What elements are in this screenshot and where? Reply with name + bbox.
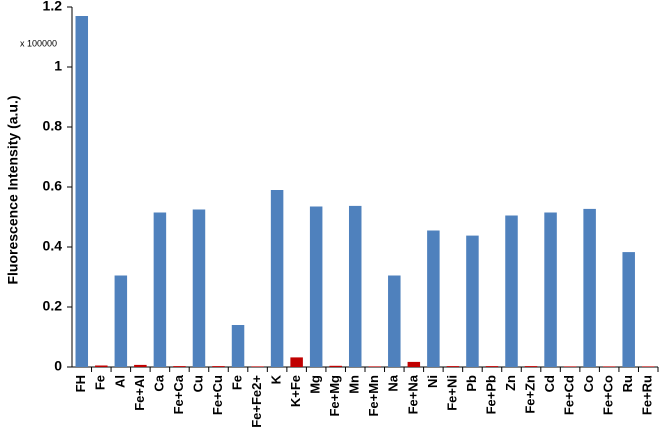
x-tick-label: Mg bbox=[308, 375, 323, 394]
bar bbox=[173, 366, 186, 367]
y-tick-label: 0.4 bbox=[43, 238, 63, 254]
bar bbox=[388, 275, 401, 367]
x-tick-label: K bbox=[269, 374, 284, 384]
y-tick-label: 0.8 bbox=[43, 118, 63, 134]
x-tick-label: Fe+Zn bbox=[522, 375, 537, 414]
x-tick-label: Ca bbox=[151, 374, 166, 391]
bar bbox=[368, 366, 382, 367]
x-tick-label: Na bbox=[386, 374, 401, 391]
bar bbox=[602, 366, 616, 367]
bar bbox=[251, 366, 264, 367]
x-tick-label: Ni bbox=[425, 375, 440, 388]
bar bbox=[622, 252, 635, 367]
bar bbox=[212, 366, 225, 367]
bar bbox=[329, 365, 342, 367]
x-tick-label: Fe+Al bbox=[132, 375, 147, 411]
x-tick-label: Fe bbox=[93, 375, 108, 390]
bar bbox=[153, 212, 167, 367]
bar bbox=[95, 365, 108, 367]
bar bbox=[505, 215, 518, 367]
bar bbox=[75, 16, 89, 367]
y-tick-label: 1.2 bbox=[43, 0, 63, 14]
bar bbox=[348, 205, 362, 367]
bar bbox=[446, 366, 460, 367]
x-tick-label: Cu bbox=[190, 375, 205, 392]
x-tick-label: Fe+Cu bbox=[210, 375, 225, 415]
bar bbox=[427, 230, 440, 367]
bar bbox=[466, 235, 479, 367]
y-tick-label: 0 bbox=[54, 358, 62, 374]
bar bbox=[270, 190, 284, 367]
x-tick-label: Fe bbox=[229, 375, 244, 390]
bar bbox=[524, 366, 538, 367]
x-tick-label: Cd bbox=[542, 375, 557, 392]
x-tick-label: Ru bbox=[620, 375, 635, 392]
bar bbox=[114, 275, 128, 367]
x-tick-label: Mn bbox=[347, 375, 362, 394]
bar bbox=[134, 364, 147, 367]
x-tick-label: Fe+Mn bbox=[366, 375, 381, 417]
x-tick-label: Fe+Ni bbox=[444, 375, 459, 411]
x-tick-label: Zn bbox=[503, 375, 518, 391]
y-tick-label: 0.2 bbox=[43, 298, 63, 314]
bar bbox=[290, 357, 303, 367]
bar bbox=[485, 366, 499, 367]
bar bbox=[544, 212, 557, 367]
x-tick-label: Fe+Mg bbox=[327, 375, 342, 417]
bar bbox=[231, 325, 245, 367]
x-tick-label: K+Fe bbox=[288, 375, 303, 407]
x-tick-label: Fe+Cd bbox=[562, 375, 577, 415]
bar bbox=[309, 206, 323, 367]
x-tick-label: Co bbox=[581, 375, 596, 392]
y-tick-label: 0.6 bbox=[43, 178, 63, 194]
x-tick-label: Al bbox=[112, 375, 127, 388]
x-tick-label: Fe+Co bbox=[601, 375, 616, 415]
x-tick-label: Pb bbox=[464, 375, 479, 392]
x-tick-label: Fe+Pb bbox=[483, 375, 498, 414]
bar bbox=[583, 208, 596, 367]
y-tick-label: 1 bbox=[54, 58, 62, 74]
x-tick-label: Fe+Ca bbox=[171, 374, 186, 414]
bar bbox=[563, 366, 577, 367]
x-tick-label: FH bbox=[73, 375, 88, 392]
scale-annotation: x 100000 bbox=[20, 38, 57, 48]
bar bbox=[192, 209, 206, 367]
bar bbox=[407, 361, 421, 367]
x-tick-label: Fe+Na bbox=[405, 374, 420, 414]
bar bbox=[641, 366, 655, 367]
x-tick-label: Fe+Ru bbox=[640, 375, 655, 415]
x-tick-label: Fe+Fe2+ bbox=[249, 375, 264, 428]
y-axis-title: Fluorescence Intensity (a.u.) bbox=[5, 95, 21, 284]
